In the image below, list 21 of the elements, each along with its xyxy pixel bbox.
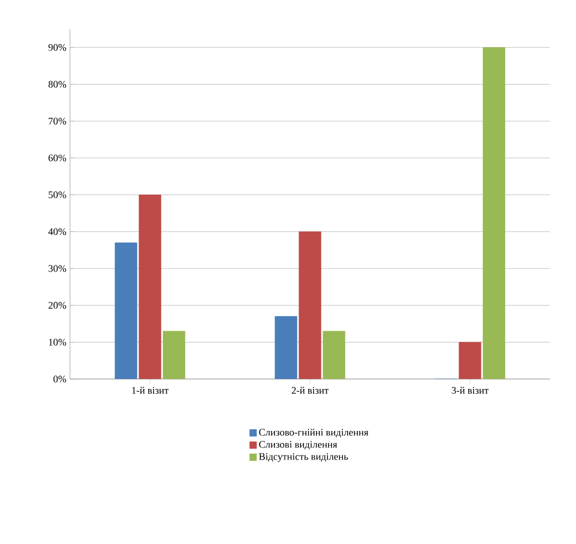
y-tick-label: 10% <box>49 338 66 346</box>
legend-label: Слизово-гнійні виділення <box>259 428 368 438</box>
y-tick-label: 20% <box>48 302 66 309</box>
x-tick-label: 2-й візит <box>292 386 329 394</box>
bar <box>114 242 138 380</box>
y-tick-label: 70% <box>48 118 66 124</box>
y-tick-label: 60% <box>48 154 66 162</box>
legend-label: Слизові виділення <box>259 441 338 450</box>
y-tick-label: 30% <box>48 265 66 272</box>
y-tick-label: 50% <box>48 191 66 198</box>
bar <box>482 47 506 380</box>
bar <box>274 316 298 380</box>
y-tick-label: 80% <box>48 80 66 88</box>
y-tick-label: 0% <box>54 376 66 382</box>
bar <box>162 330 186 380</box>
x-tick-label: 1-й візит <box>132 386 169 394</box>
x-tick-label: 3-й візит <box>452 386 489 394</box>
y-tick-label: 90% <box>48 44 66 51</box>
bar <box>322 330 346 380</box>
y-tick-label: 40% <box>48 228 66 236</box>
legend-label: Відсутність виділень <box>259 453 348 462</box>
